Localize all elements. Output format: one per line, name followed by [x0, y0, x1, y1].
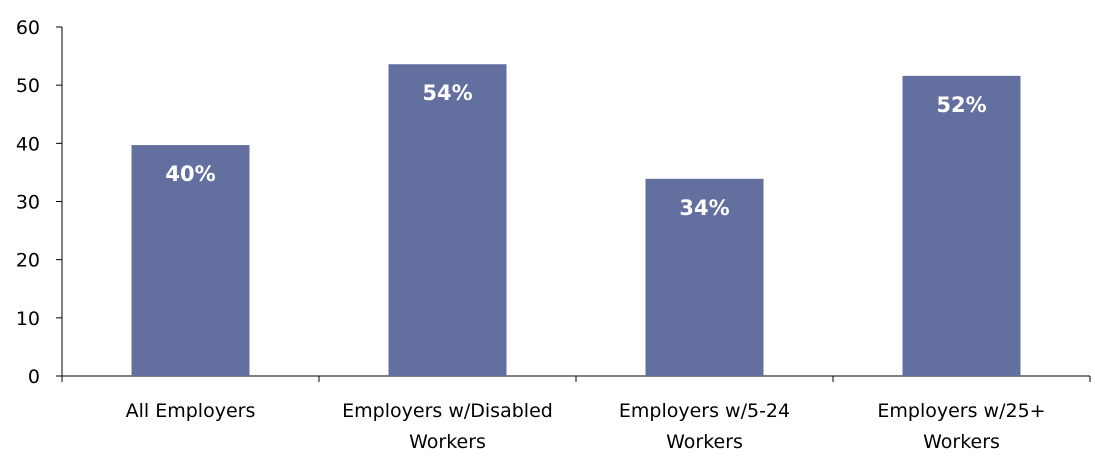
y-tick-label: 60 [16, 17, 40, 39]
y-tick-label: 10 [16, 308, 40, 330]
x-axis [61, 375, 1091, 382]
y-axis: 0 10 20 30 40 50 60 [16, 17, 63, 388]
x-tick-label: Workers [409, 431, 486, 453]
y-tick-label: 30 [16, 192, 40, 214]
category-labels: All Employers Employers w/Disabled Workers… [126, 400, 1046, 453]
y-tick-label: 50 [16, 75, 40, 97]
x-tick-label: Employers w/25+ [877, 400, 1045, 422]
data-label: 52% [936, 93, 986, 117]
y-tick-label: 20 [16, 250, 40, 272]
bar [388, 64, 507, 376]
x-tick-label: All Employers [126, 400, 256, 422]
bar [902, 75, 1021, 377]
x-tick-label: Workers [666, 431, 743, 453]
y-tick-label: 0 [28, 366, 40, 388]
x-tick-label: Employers w/Disabled [342, 400, 553, 422]
bar [645, 178, 764, 376]
x-tick-label: Employers w/5-24 [619, 400, 790, 422]
x-tick-label: Workers [923, 431, 1000, 453]
data-label: 34% [679, 196, 729, 220]
y-tick-label: 40 [16, 133, 40, 155]
data-label: 40% [165, 162, 215, 186]
bar [131, 145, 250, 376]
bars [131, 64, 1021, 377]
data-label: 54% [422, 81, 472, 105]
data-labels: 40% 54% 34% 52% [165, 81, 986, 220]
